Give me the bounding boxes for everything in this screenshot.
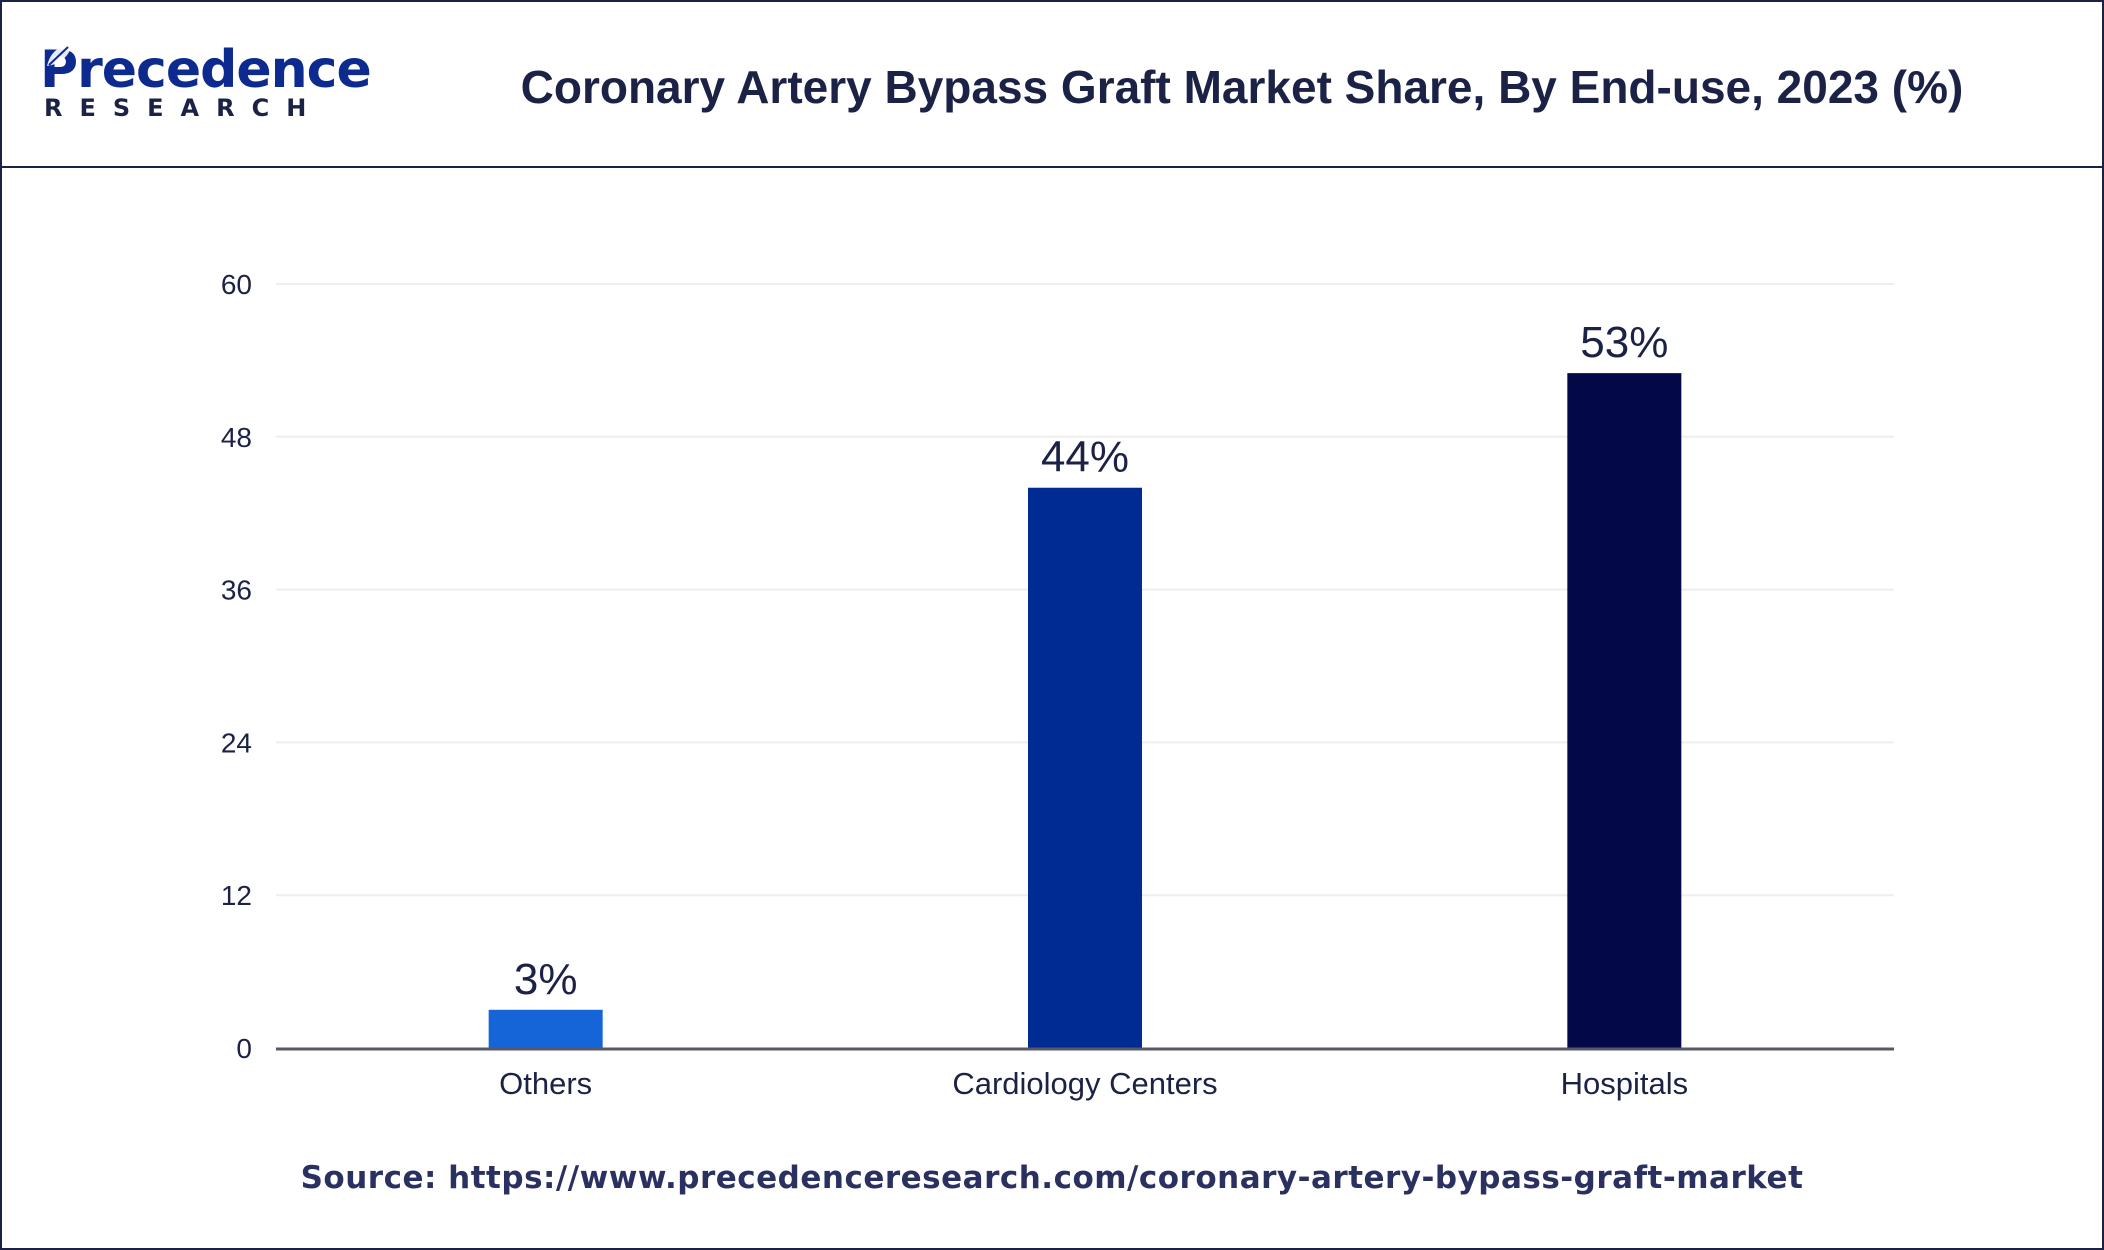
source-label: Source: [300, 1160, 437, 1196]
source-url[interactable]: https://www.precedenceresearch.com/coron… [448, 1160, 1804, 1196]
data-label: 53% [1580, 318, 1668, 367]
y-tick-label: 0 [236, 1033, 252, 1064]
bar-others [488, 1009, 603, 1048]
x-tick-label: Others [499, 1066, 592, 1101]
bar-cardiology-centers [1028, 487, 1142, 1048]
chart-title: Coronary Artery Bypass Graft Market Shar… [520, 61, 1964, 113]
x-tick-label: Hospitals [1561, 1066, 1689, 1101]
y-tick-label: 36 [221, 575, 252, 606]
bars [488, 373, 1682, 1049]
y-axis-ticks: 0 12 24 36 48 60 [221, 269, 252, 1064]
bar-chart: 0 12 24 36 48 60 3% 44% 53% Others Cardiology Ce… [221, 269, 1894, 1101]
header: Precedence RESEARCH Coronary Artery Bypa… [2, 2, 2102, 168]
brand-name: Precedence [40, 40, 372, 100]
data-label: 3% [514, 955, 578, 1004]
data-labels: 3% 44% 53% [514, 318, 1669, 1004]
source-line: Source: https://www.precedenceresearch.c… [2, 1160, 2102, 1196]
data-label: 44% [1041, 433, 1129, 482]
y-tick-label: 24 [221, 727, 252, 758]
leaf-icon [47, 44, 72, 66]
brand-tagline: RESEARCH [44, 94, 324, 122]
brand-logo: Precedence RESEARCH [40, 40, 372, 130]
y-tick-label: 48 [221, 422, 252, 453]
y-tick-label: 60 [221, 269, 252, 300]
x-axis-ticks: Others Cardiology Centers Hospitals [499, 1066, 1688, 1101]
y-tick-label: 12 [221, 880, 252, 911]
x-tick-label: Cardiology Centers [952, 1066, 1217, 1101]
bar-hospitals [1567, 373, 1682, 1049]
